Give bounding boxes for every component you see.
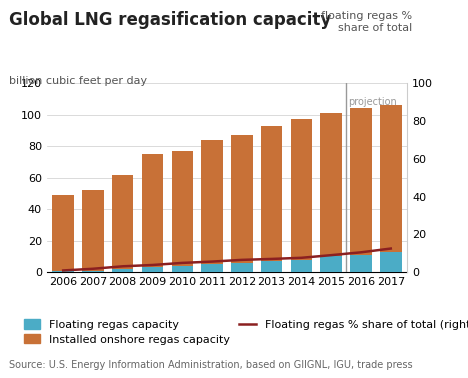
Bar [291, 260, 312, 272]
Text: projection: projection [349, 97, 397, 107]
Bar [52, 195, 74, 272]
Text: floating regas %
share of total: floating regas % share of total [321, 11, 412, 33]
Text: Source: U.S. Energy Information Administration, based on GIlGNL, IGU, trade pres: Source: U.S. Energy Information Administ… [9, 361, 413, 370]
Bar [112, 269, 133, 272]
Bar [350, 255, 372, 272]
Text: Global LNG regasification capacity: Global LNG regasification capacity [9, 11, 332, 29]
Text: billion cubic feet per day: billion cubic feet per day [9, 76, 147, 85]
Bar [380, 252, 402, 272]
Bar [321, 113, 342, 272]
Bar [112, 175, 133, 272]
Bar [321, 256, 342, 272]
Bar [291, 119, 312, 272]
Bar [142, 268, 163, 272]
Bar [261, 125, 282, 272]
Bar [231, 263, 253, 272]
Bar [201, 140, 223, 272]
Bar [142, 154, 163, 272]
Bar [82, 190, 104, 272]
Bar [380, 105, 402, 272]
Bar [172, 266, 193, 272]
Bar [82, 271, 104, 272]
Legend: Floating regas capacity, Installed onshore regas capacity, Floating regas % shar: Floating regas capacity, Installed onsho… [23, 319, 468, 345]
Bar [172, 151, 193, 272]
Bar [350, 108, 372, 272]
Bar [52, 271, 74, 272]
Bar [201, 264, 223, 272]
Bar [261, 261, 282, 272]
Bar [231, 135, 253, 272]
